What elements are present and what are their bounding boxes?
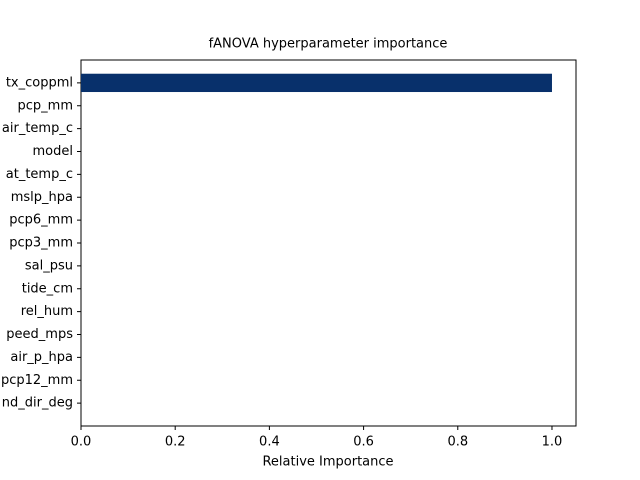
y-tick-label: pcp_mm [18, 98, 73, 113]
y-tick-label: mslp_hpa [11, 190, 73, 205]
y-tick-label: at_temp_c [6, 167, 73, 182]
chart-title: fANOVA hyperparameter importance [209, 37, 448, 52]
x-axis-label: Relative Importance [262, 455, 393, 470]
plot-frame [80, 59, 577, 427]
x-tick-label: 0.8 [447, 435, 468, 450]
x-tick-label: 0.4 [259, 435, 280, 450]
y-tick-label: pcp12_mm [1, 373, 73, 388]
y-tick-label: pcp6_mm [9, 213, 73, 228]
x-tick-label: 0.2 [165, 435, 186, 450]
x-tick-label: 1.0 [542, 435, 563, 450]
y-tick-label: tide_cm [22, 281, 73, 296]
y-tick-label: model [33, 144, 73, 159]
x-tick-label: 0.6 [353, 435, 374, 450]
y-tick-label: tx_coppml [6, 75, 73, 90]
bar [81, 73, 552, 93]
y-tick-label: nd_dir_deg [2, 396, 73, 411]
y-tick-label: sal_psu [25, 258, 73, 273]
y-tick-label: peed_mps [6, 327, 73, 342]
y-tick-label: pcp3_mm [9, 236, 73, 251]
y-tick-label: rel_hum [21, 304, 73, 319]
y-tick-label: air_temp_c [2, 121, 73, 136]
x-tick-label: 0.0 [71, 435, 92, 450]
y-tick-label: air_p_hpa [10, 350, 73, 365]
